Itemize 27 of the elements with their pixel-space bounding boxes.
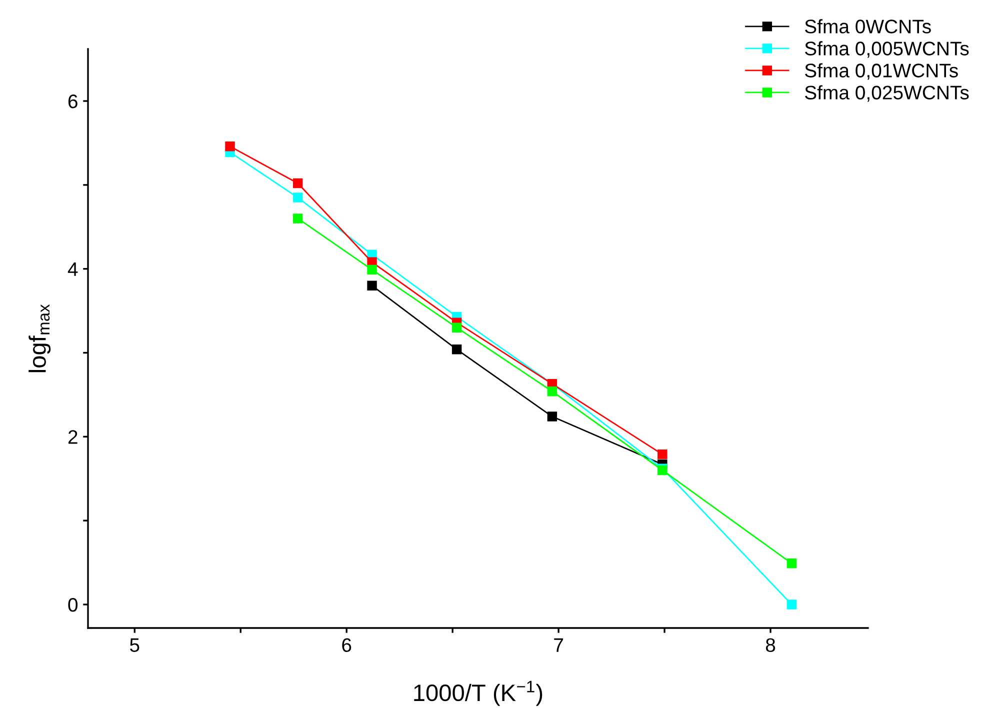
legend-label: Sfma 0,005WCNTs — [804, 41, 969, 58]
point — [786, 600, 797, 610]
y-tick-label: 0 — [68, 598, 78, 612]
x-tick-label: 5 — [130, 638, 140, 652]
x-tick-label: 8 — [766, 638, 776, 652]
point — [292, 178, 303, 188]
x-tick-label: 6 — [342, 638, 352, 652]
point — [225, 141, 235, 152]
legend-label: Sfma 0,01WCNTs — [804, 63, 958, 80]
x-tick-label: 7 — [554, 638, 563, 652]
x-axis-title: 1000/T (K$^{−1}$) — [414, 680, 542, 706]
point — [452, 322, 462, 332]
point — [292, 214, 303, 224]
y-tick-label: 6 — [68, 94, 78, 108]
y-axis-title: logf$_{max}$ — [28, 304, 51, 372]
legend-label: Sfma 0WCNTs — [804, 19, 931, 34]
point — [367, 280, 377, 290]
point — [367, 264, 377, 275]
point — [658, 449, 668, 460]
y-tick-label: 2 — [68, 430, 78, 444]
legend-label: Sfma 0,025WCNTs — [804, 85, 969, 102]
point — [786, 558, 797, 568]
point — [292, 192, 303, 202]
point — [452, 344, 462, 354]
point — [547, 386, 558, 396]
y-tick-label: 4 — [68, 262, 78, 276]
point — [547, 412, 558, 422]
